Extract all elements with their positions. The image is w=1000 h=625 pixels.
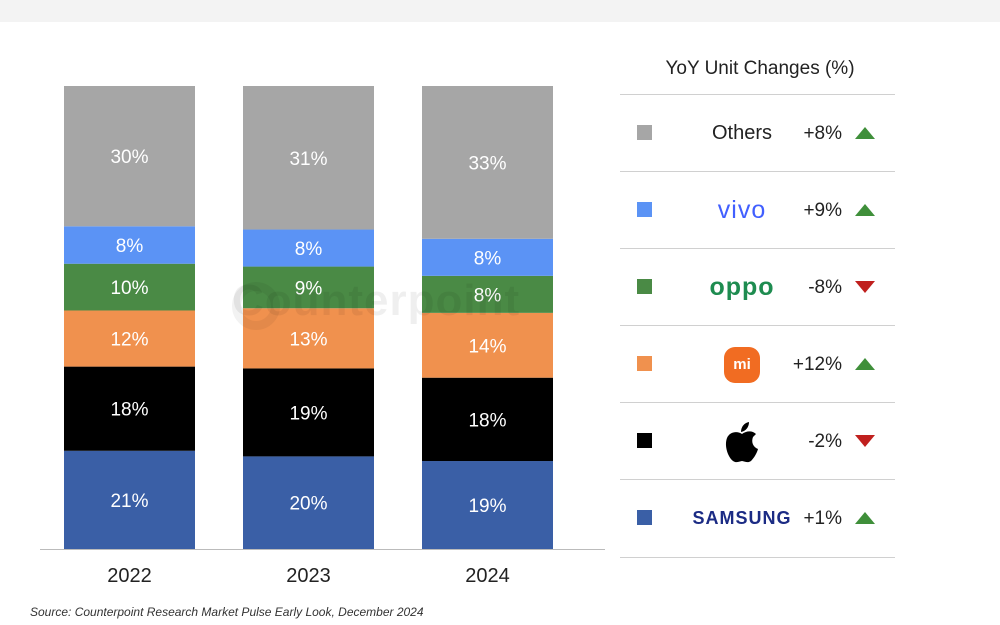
bar-segment-others-2023 [243,86,374,230]
triangle-up-icon [855,127,875,139]
legend-swatch [637,356,652,371]
bar-segment-others-2022 [64,86,195,227]
data-label: 8% [474,248,502,269]
trend-triangle-icon [855,281,875,293]
samsung-logo: SAMSUNG [692,508,792,528]
xiaomi-logo-icon: mi [724,346,760,383]
legend-row-oppo: oppo -8% [620,248,895,326]
bar-segment-vivo-2024 [422,238,553,276]
legend-swatch [637,202,652,217]
brand-label-others: Others [711,122,773,144]
data-label: 19% [468,496,506,517]
trend-triangle-icon [855,204,875,216]
apple-icon [725,421,758,462]
oppo-logo: oppo [709,273,775,301]
data-label: 19% [289,403,327,424]
legend-row-apple: -2% [620,402,895,480]
x-tick-label: 2022 [107,565,152,587]
data-label: 21% [110,491,148,512]
bar-segment-samsung-2022 [64,450,195,549]
watermark: Counterpoint [232,276,521,325]
yoy-change: -2% [808,431,842,452]
data-label: 31% [289,149,327,170]
yoy-change: +9% [803,200,842,221]
data-label: 14% [468,336,506,357]
data-label: 8% [295,239,323,260]
stacked-bar-chart: 21% 18% 12% 10% 8% 30% 2022 20% 19% 13% 9% 8% 31% 202… [40,86,605,587]
data-label: 33% [468,153,506,174]
bar-segment-apple-2022 [64,366,195,451]
data-label: 30% [110,147,148,168]
yoy-change: +1% [803,508,842,529]
top-band [0,0,1000,22]
bar-segment-apple-2023 [243,368,374,457]
data-label: 12% [110,330,148,351]
bar-segment-vivo-2022 [64,226,195,264]
x-tick-label: 2024 [465,565,510,587]
data-label: 8% [474,285,502,306]
vivo-logo: vivo [717,196,767,224]
bar-segment-xiaomi-2024 [422,312,553,378]
legend-swatch [637,279,652,294]
data-label: 8% [116,236,144,257]
trend-triangle-icon [855,435,875,447]
triangle-up-icon [855,512,875,524]
yoy-change: +12% [792,354,842,375]
triangle-down-icon [855,435,875,447]
data-label: 9% [295,278,323,299]
data-label: 13% [289,329,327,350]
bar-segment-others-2024 [422,86,553,239]
bar-segment-samsung-2024 [422,461,553,549]
data-label: 18% [110,400,148,421]
triangle-down-icon [855,281,875,293]
data-label: 10% [110,278,148,299]
xiaomi-logo-text: mi [733,356,751,373]
bar-segment-apple-2024 [422,377,553,462]
legend-swatch [637,433,652,448]
source-note: Source: Counterpoint Research Market Pul… [30,605,424,619]
bar-segment-oppo-2024 [422,275,553,313]
legend-row-others: Others +8% [620,94,895,172]
bar-segment-xiaomi-2022 [64,310,195,367]
data-label: 18% [468,410,506,431]
watermark-logo-icon [232,282,280,330]
trend-triangle-icon [855,358,875,370]
yoy-change: -8% [808,277,842,298]
bar-segment-oppo-2022 [64,263,195,311]
triangle-up-icon [855,204,875,216]
legend-row-vivo: vivo +9% [620,171,895,249]
yoy-change: +8% [803,123,842,144]
triangle-up-icon [855,358,875,370]
x-tick-label: 2023 [286,565,331,587]
legend-row-samsung: SAMSUNG +1% [620,479,895,558]
bar-segment-vivo-2023 [243,229,374,267]
trend-triangle-icon [855,512,875,524]
legend-swatch [637,510,652,525]
data-label: 20% [289,494,327,515]
legend-title: YoY Unit Changes (%) [665,58,855,79]
legend-swatch [637,125,652,140]
trend-triangle-icon [855,127,875,139]
legend-row-xiaomi: mi +12% [620,325,895,403]
bar-segment-samsung-2023 [243,456,374,549]
